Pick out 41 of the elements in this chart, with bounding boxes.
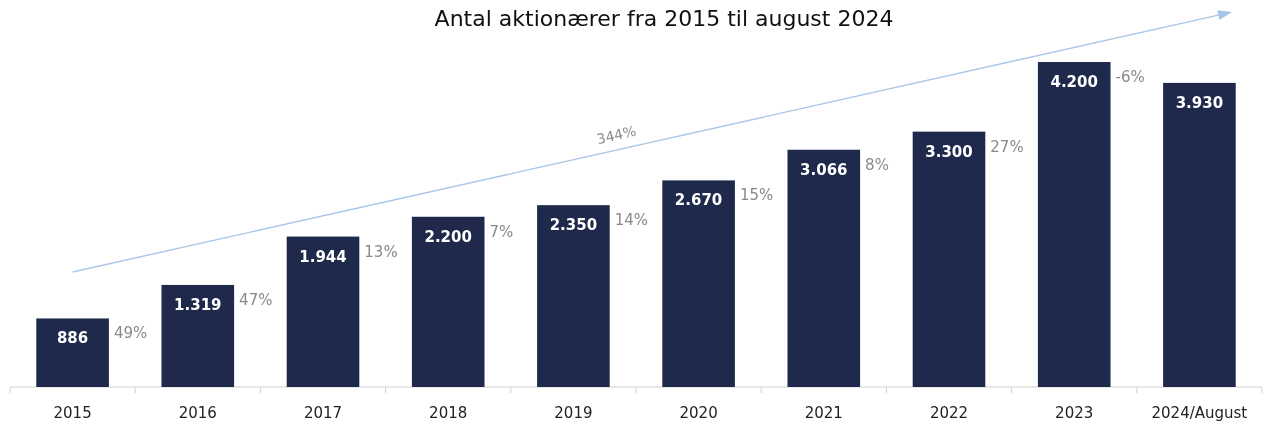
x-tick-label: 2023 (1055, 404, 1094, 422)
annotation: 27% (990, 137, 1024, 156)
annotation: 8% (865, 155, 889, 174)
x-tick-label: 2018 (429, 404, 468, 422)
annotation: 15% (739, 186, 774, 205)
annotation: 49% (113, 324, 148, 343)
data-label: 3.300 (925, 142, 973, 161)
x-tick-label: 2021 (804, 404, 843, 422)
bar (161, 284, 235, 387)
data-label: 1.944 (299, 247, 347, 266)
data-label: 3.930 (1175, 93, 1224, 112)
bar (537, 205, 610, 387)
data-label: 2.670 (674, 191, 723, 210)
bar (912, 131, 986, 387)
data-label: 1.319 (174, 295, 222, 314)
x-tick-label: 2015 (53, 404, 92, 422)
data-label: 2.200 (424, 227, 472, 246)
chart-title: Antal aktionærer fra 2015 til august 2024 (434, 6, 894, 31)
bar (787, 149, 861, 387)
bar (662, 180, 735, 387)
annotation: 13% (364, 242, 398, 261)
annotation: 47% (239, 290, 273, 309)
x-tick-label: 2020 (679, 404, 718, 422)
data-label: 4.200 (1050, 73, 1098, 91)
x-tick-label: 2024/August (1151, 404, 1248, 422)
bar (36, 318, 109, 387)
annotation: 344% (595, 122, 638, 148)
x-tick-label: 2019 (554, 404, 593, 422)
x-tick-label: 2017 (303, 404, 343, 422)
bar (286, 236, 360, 387)
data-label: 2.350 (549, 216, 598, 235)
bar (1163, 82, 1236, 387)
data-label: 3.066 (800, 160, 848, 179)
x-tick-label: 2022 (929, 404, 969, 422)
bar (1037, 62, 1111, 387)
annotation: -6% (1115, 68, 1145, 86)
x-tick-label: 2016 (178, 404, 217, 422)
bar (411, 216, 485, 387)
annotation: 7% (489, 222, 514, 241)
data-label: 886 (56, 329, 89, 348)
annotation: 14% (614, 211, 649, 230)
